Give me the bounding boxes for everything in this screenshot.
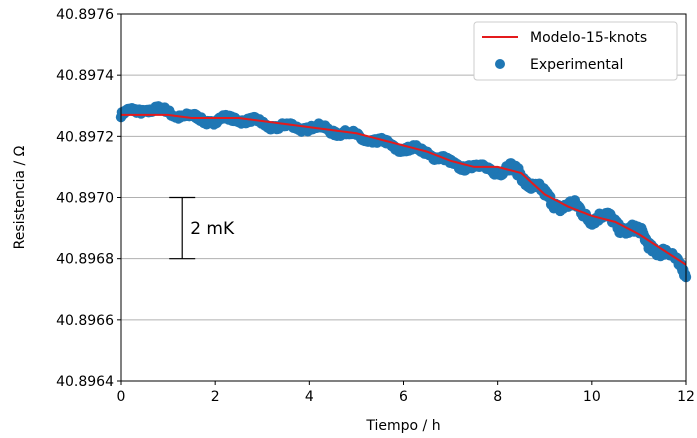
x-axis-label: Tiempo / h — [365, 418, 440, 434]
y-tick-label: 40.8976 — [56, 7, 114, 23]
y-tick-label: 40.8970 — [56, 191, 114, 207]
y-tick-label: 40.8966 — [56, 313, 114, 329]
model-line — [121, 113, 687, 266]
legend-experimental-label: Experimental — [530, 57, 623, 73]
experimental-points — [115, 101, 692, 283]
x-tick-label: 4 — [305, 389, 314, 405]
legend-box — [473, 21, 678, 81]
scale-annotation: 2 mK — [169, 196, 235, 260]
model-line-group — [121, 113, 687, 266]
legend-experimental-swatch — [495, 59, 505, 69]
axis-ticks: 40.8964 40.8966 40.8968 40.8970 40.8972 40.89… — [56, 7, 695, 405]
y-tick-label: 40.8964 — [56, 374, 114, 390]
x-tick-label: 10 — [583, 389, 601, 405]
x-tick-label: 2 — [211, 389, 220, 405]
y-tick-label: 40.8974 — [56, 68, 114, 84]
x-tick-label: 0 — [117, 389, 126, 405]
x-tick-label: 6 — [399, 389, 408, 405]
legend-model-label: Modelo-15-knots — [530, 30, 647, 46]
gridlines — [121, 74, 686, 321]
x-tick-label: 8 — [493, 389, 502, 405]
annotation-label: 2 mK — [190, 219, 235, 239]
y-axis-label: Resistencia / Ω — [12, 145, 28, 249]
y-tick-label: 40.8968 — [56, 252, 114, 268]
x-tick-label: 12 — [677, 389, 695, 405]
y-tick-label: 40.8972 — [56, 129, 114, 145]
legend: Modelo-15-knots Experimental — [473, 21, 678, 81]
